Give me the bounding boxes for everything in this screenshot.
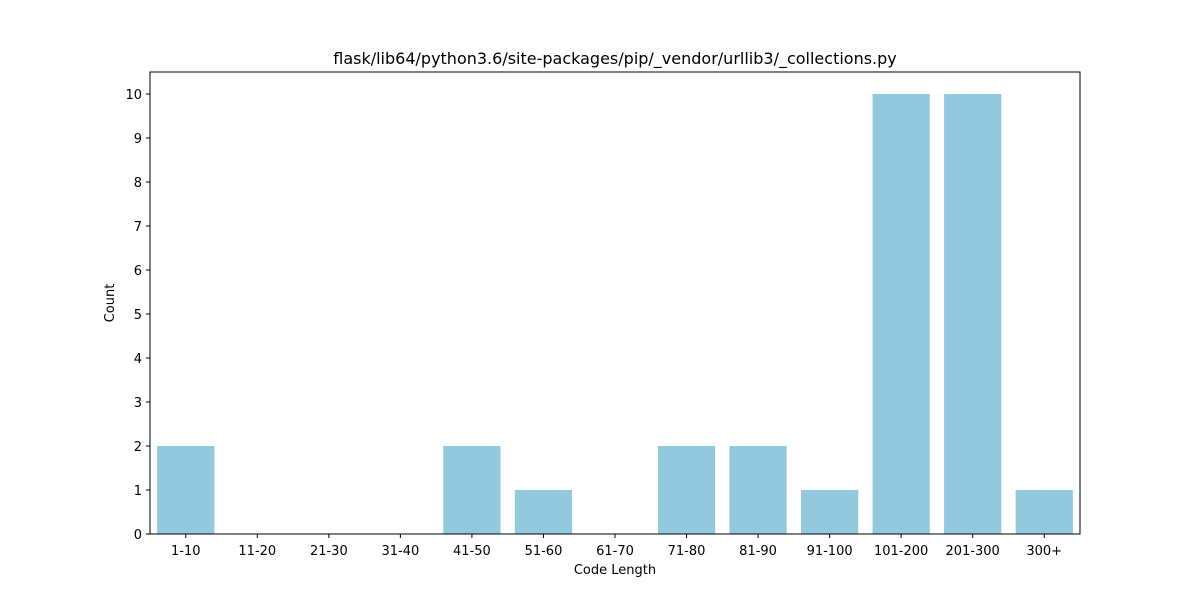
x-tick-label: 41-50	[453, 544, 491, 559]
bar-71-80	[657, 446, 716, 534]
y-tick-label: 2	[134, 440, 142, 455]
x-tick-label: 91-100	[807, 544, 853, 559]
y-tick-label: 6	[134, 264, 142, 279]
plot-frame	[149, 71, 1081, 535]
y-tick-label: 7	[134, 220, 142, 235]
chart-title: flask/lib64/python3.6/site-packages/pip/…	[333, 49, 897, 69]
y-axis-ticks: 0 1 2 3 4 5 6 7 8 9 10	[125, 88, 150, 543]
y-tick-label: 5	[134, 308, 142, 323]
bar-51-60	[514, 490, 573, 534]
x-tick-label: 101-200	[874, 544, 928, 559]
bar-101-200	[872, 94, 930, 534]
y-axis-label: Count	[103, 284, 118, 323]
x-axis-label: Code Length	[574, 563, 656, 578]
y-tick-label: 9	[134, 132, 142, 147]
x-tick-label: 71-80	[668, 544, 706, 559]
x-tick-label: 1-10	[171, 544, 201, 559]
bars-group	[157, 94, 1073, 534]
y-tick-label: 4	[134, 352, 142, 367]
x-tick-label: 61-70	[596, 544, 634, 559]
x-tick-label: 51-60	[525, 544, 563, 559]
x-tick-label: 21-30	[310, 544, 348, 559]
bar-300+	[1015, 490, 1073, 534]
bar-201-300	[944, 94, 1002, 534]
y-tick-label: 0	[134, 528, 142, 543]
bar-91-100	[801, 490, 859, 534]
x-tick-label: 11-20	[238, 544, 276, 559]
x-tick-label: 31-40	[381, 544, 419, 559]
x-axis-ticks: 1-10 11-20 21-30 31-40 41-50 51-60 61-70 71-80 8…	[171, 534, 1062, 559]
bar-1-10	[157, 446, 215, 534]
bar-41-50	[443, 446, 501, 534]
y-tick-label: 1	[134, 484, 142, 499]
y-tick-label: 10	[125, 88, 142, 103]
x-tick-label: 81-90	[739, 544, 777, 559]
x-tick-label: 201-300	[946, 544, 1000, 559]
y-tick-label: 8	[134, 176, 142, 191]
y-tick-label: 3	[134, 396, 142, 411]
x-tick-label: 300+	[1026, 544, 1062, 559]
bar-81-90	[729, 446, 787, 534]
